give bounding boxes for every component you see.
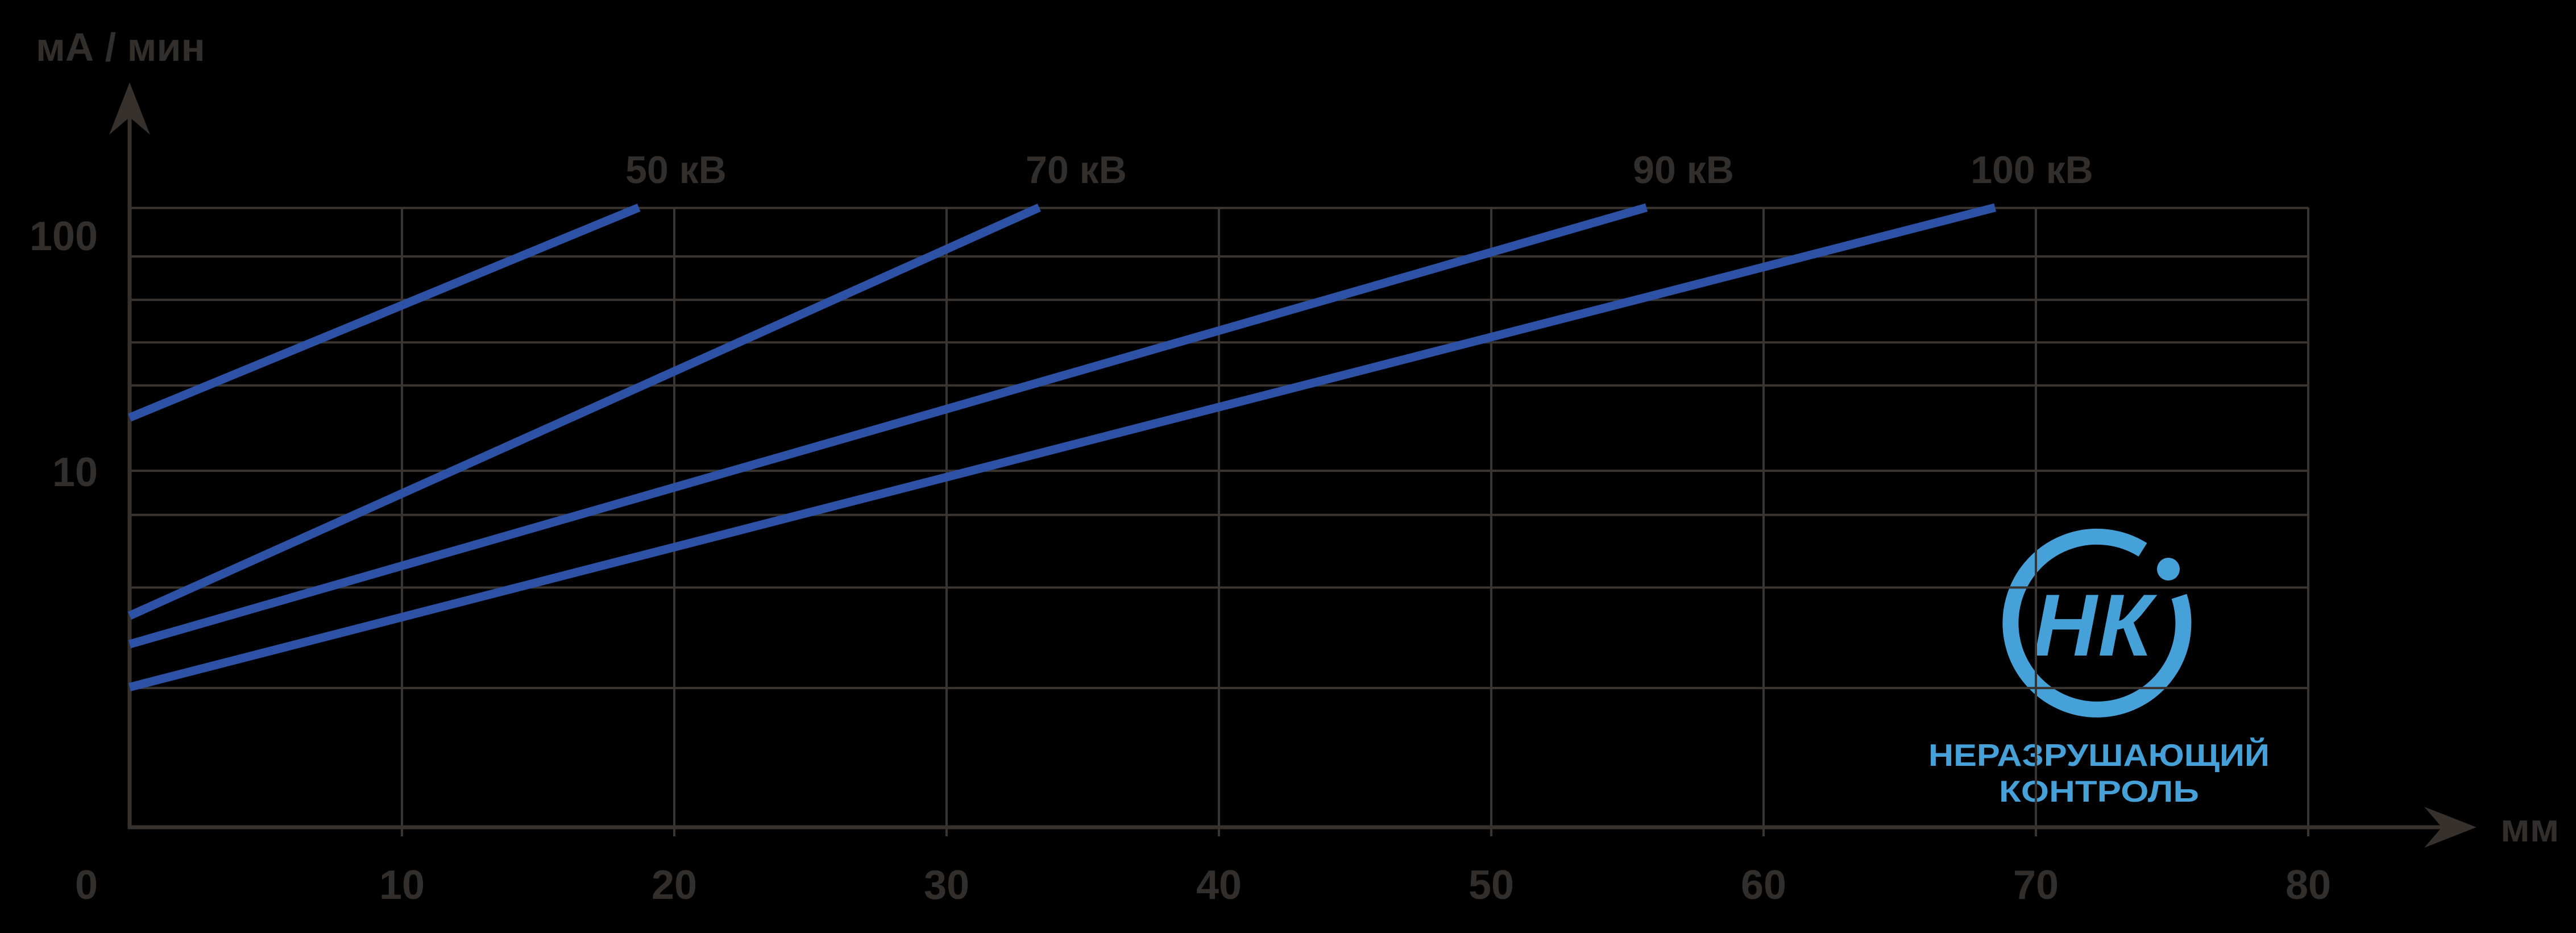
curve-label: 100 кВ bbox=[1971, 148, 2093, 192]
exposure-curve bbox=[128, 203, 1997, 691]
logo-dot-icon bbox=[2157, 558, 2180, 580]
x-axis-arrow-icon bbox=[2424, 807, 2477, 848]
x-tick-label: 50 bbox=[1469, 862, 1514, 908]
exposure-curves bbox=[127, 203, 1997, 691]
x-axis-unit-label: мм bbox=[2500, 806, 2560, 850]
y-axis-unit-label: мА / мин bbox=[36, 25, 205, 69]
curve-label: 70 кВ bbox=[1026, 148, 1127, 192]
x-tick-label: 70 bbox=[2013, 862, 2059, 908]
x-tick-label: 0 bbox=[75, 862, 98, 908]
x-tick-label: 10 bbox=[379, 862, 425, 908]
logo-monogram: НК bbox=[2033, 576, 2158, 674]
ndt-logo: НК НЕРАЗРУШАЮЩИЙ КОНТРОЛЬ bbox=[1928, 528, 2270, 808]
logo-text-line2: КОНТРОЛЬ bbox=[1999, 775, 2199, 808]
exposure-curve bbox=[128, 204, 641, 422]
logo-circle-icon bbox=[2002, 528, 2192, 718]
axes bbox=[109, 82, 2477, 848]
curve-labels: 50 кВ 70 кВ 90 кВ 100 кВ bbox=[625, 148, 2093, 192]
exposure-curve bbox=[127, 204, 1041, 620]
y-tick-label: 100 bbox=[30, 214, 98, 259]
curve-label: 50 кВ bbox=[625, 148, 727, 192]
curve-label: 90 кВ bbox=[1633, 148, 1734, 192]
x-tick-label: 40 bbox=[1196, 862, 1242, 908]
axis-labels: мА / мин мм 0 10 20 30 40 50 60 70 80 100 10 50 кВ… bbox=[30, 25, 2560, 908]
x-tick-label: 20 bbox=[652, 862, 697, 908]
exposure-curve bbox=[128, 203, 1648, 649]
x-tick-label: 60 bbox=[1741, 862, 1786, 908]
x-tick-label: 80 bbox=[2285, 862, 2331, 908]
gridlines bbox=[130, 206, 2309, 836]
tick-labels: 0 10 20 30 40 50 60 70 80 100 10 bbox=[30, 214, 2331, 908]
y-axis-arrow-icon bbox=[109, 82, 150, 135]
x-tick-label: 30 bbox=[924, 862, 969, 908]
y-tick-label: 10 bbox=[52, 450, 98, 495]
logo-text-line1: НЕРАЗРУШАЮЩИЙ bbox=[1928, 737, 2270, 773]
